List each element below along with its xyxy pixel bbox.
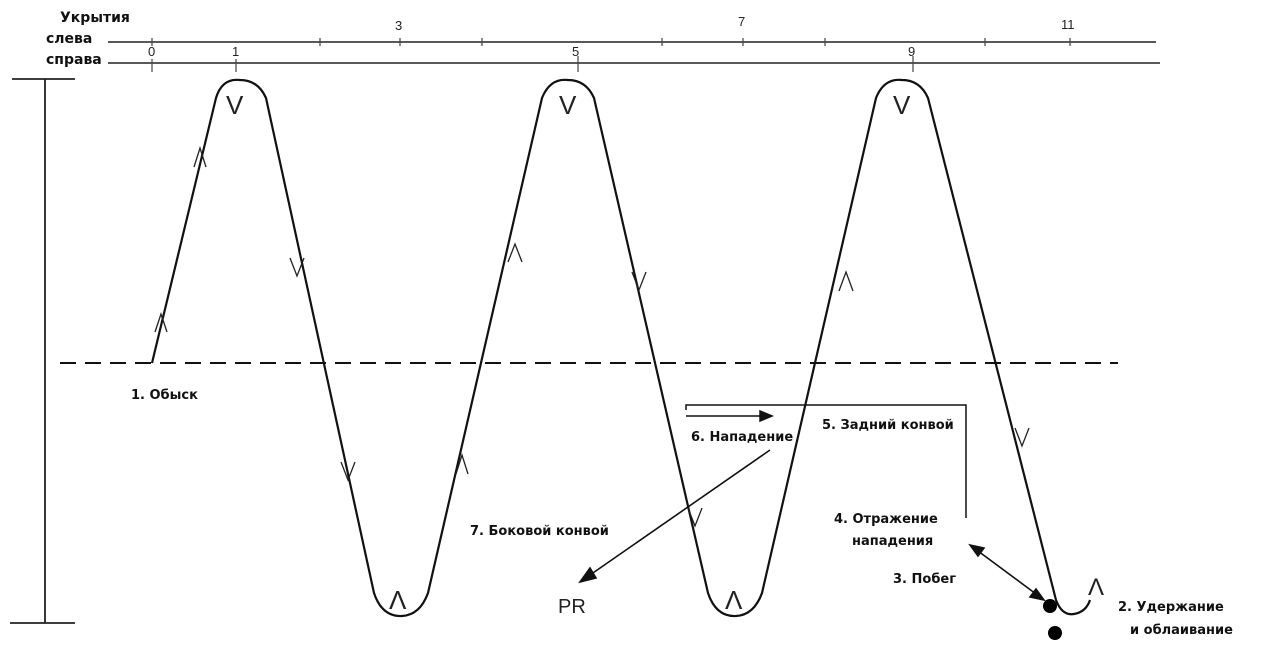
tick-label: 7 [738, 14, 746, 29]
turn-mark-top: V [559, 90, 577, 120]
zigzag-route [150, 78, 1092, 618]
right-scale-ticks [151, 56, 914, 72]
label-escape: 3. Побег [893, 572, 957, 587]
rear-convoy-bracket [685, 404, 967, 518]
label-search: 1. Обыск [131, 388, 198, 403]
target-dot [1048, 626, 1062, 640]
label-side-convoy: 7. Боковой конвой [470, 524, 609, 539]
tick-label: 0 [148, 44, 156, 59]
distance-bar [10, 78, 75, 624]
covers-title: Укрытия [60, 10, 130, 26]
turn-mark-top: V [893, 90, 911, 120]
tick-label: 3 [395, 18, 403, 33]
turn-mark-top: V [226, 90, 244, 120]
tick-label: 5 [572, 44, 580, 59]
target-dot [1043, 599, 1057, 613]
turn-mark-bottom: Λ [1088, 574, 1105, 601]
label-hold-line2: и облаивание [1130, 623, 1233, 638]
left-scale-ticks [151, 38, 1071, 46]
label-pr: PR [558, 596, 586, 618]
left-row-label: слева [46, 31, 93, 47]
label-repel: 4. Отражение [834, 512, 938, 527]
label-repel-line2: нападения [852, 534, 934, 549]
turn-mark-bottom: Λ [389, 585, 407, 615]
tick-label: 1 [232, 44, 240, 59]
rear-arrow-head [759, 409, 774, 423]
side-convoy-arrow [578, 449, 771, 584]
tick-label: 11 [1061, 17, 1075, 32]
label-hold: 2. Удержание [1118, 600, 1224, 615]
turn-mark-bottom: Λ [725, 585, 743, 615]
label-attack: 6. Нападение [691, 430, 794, 445]
label-rear-convoy: 5. Задний конвой [822, 418, 954, 433]
right-row-label: справа [46, 52, 102, 68]
tick-label: 9 [908, 44, 916, 59]
direction-arrows [154, 145, 1030, 528]
escape-double-arrow [968, 543, 1046, 602]
